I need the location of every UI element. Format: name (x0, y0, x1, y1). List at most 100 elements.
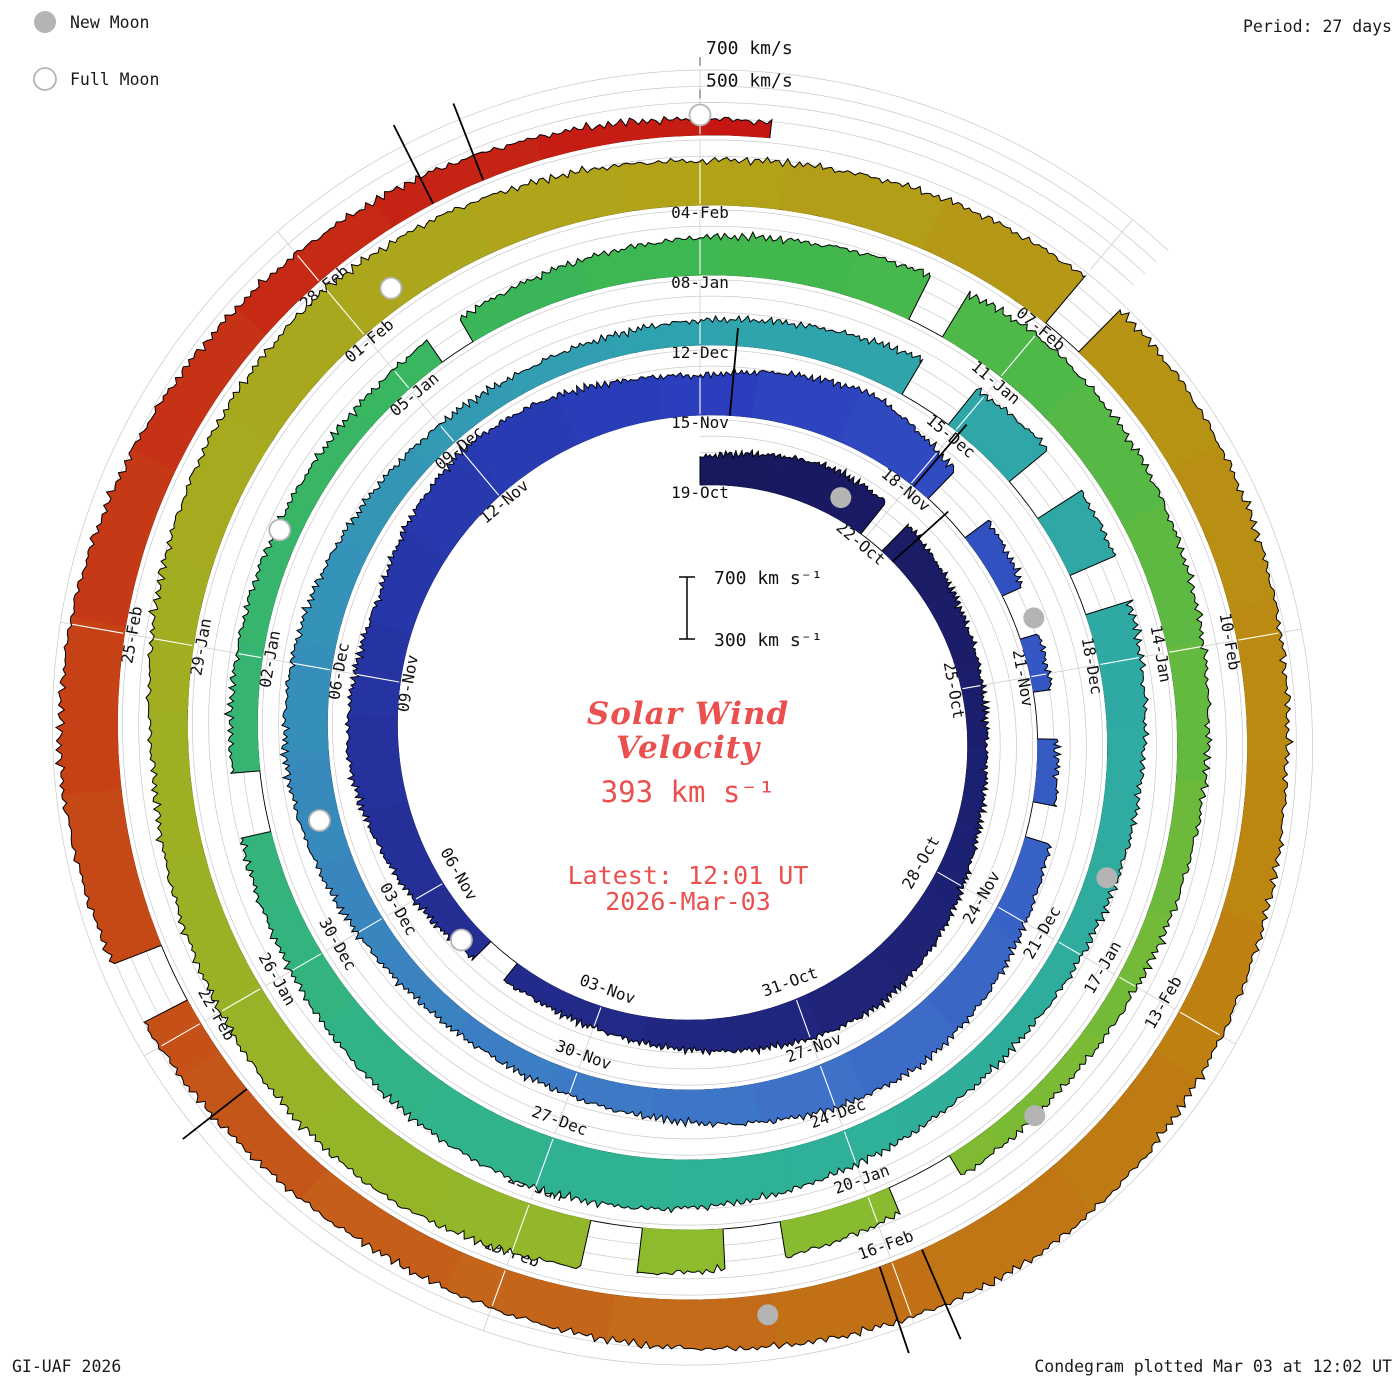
full-moon-marker (308, 809, 331, 832)
band-day-tick (71, 623, 124, 634)
overlay-layer (71, 57, 1279, 1354)
band-day-tick (891, 1263, 912, 1316)
moon-legend: New Moon Full Moon (33, 11, 159, 91)
full-moon-marker (268, 518, 292, 542)
band-day-tick (843, 1131, 857, 1163)
center-annotations: 700 km s⁻¹ 300 km s⁻¹ Solar Wind Velocit… (568, 568, 823, 916)
band-day-tick (535, 1138, 554, 1187)
band-day-tick (415, 883, 443, 900)
date-label: 15-Nov (671, 413, 729, 432)
band-day-tick (153, 638, 193, 647)
data-spike (921, 1249, 962, 1340)
velocity-band-segment (927, 591, 982, 675)
velocity-band-segment (626, 156, 789, 211)
full-moon-marker (379, 276, 403, 300)
band-day-tick (593, 1007, 602, 1027)
scale-bottom-label: 300 km s⁻¹ (714, 630, 822, 651)
velocity-band-segment (55, 616, 126, 795)
velocity-band-segment (280, 638, 336, 755)
velocity-band-segment (660, 1149, 792, 1213)
velocity-band-edge (143, 309, 1294, 1352)
band-day-tick (462, 452, 500, 496)
grid-spiral-700kms (52, 69, 1313, 1366)
full-moon-marker (688, 103, 712, 127)
new-moon-marker (830, 487, 852, 509)
full-moon-icon (33, 67, 57, 91)
new-moon-marker (1023, 607, 1045, 629)
velocity-band-edge (279, 314, 1053, 1129)
band-day-tick (955, 396, 985, 430)
data-spike (913, 424, 968, 487)
velocity-band-segment (470, 162, 633, 253)
latest-time-label: Latest: 12:01 UT (568, 861, 809, 890)
date-label: 04-Feb (671, 203, 729, 222)
new-moon-icon (34, 11, 56, 33)
band-day-tick (867, 1197, 878, 1223)
band-day-tick (394, 371, 410, 389)
velocity-band-edge (344, 365, 955, 961)
full-moon-marker (449, 928, 473, 952)
outer-scale-500-label: 500 km/s (706, 71, 793, 92)
band-day-tick (1058, 941, 1081, 955)
velocity-band-segment (921, 1165, 1092, 1305)
band-day-tick (292, 953, 322, 971)
band-day-tick (795, 999, 811, 1038)
chart-title-line2: Velocity (616, 730, 761, 766)
band-day-tick (491, 1270, 506, 1307)
full-moon-legend-label: Full Moon (70, 70, 159, 89)
band-day-tick (910, 452, 938, 484)
velocity-band-segment (650, 1084, 760, 1128)
velocity-band-layer (54, 115, 1294, 1352)
band-day-tick (997, 906, 1024, 923)
velocity-band-segment (1221, 760, 1289, 926)
data-spike (892, 510, 949, 563)
velocity-band-segment (1096, 724, 1150, 848)
velocity-band-edge (503, 522, 991, 1056)
band-day-tick (1179, 1011, 1220, 1036)
scale-top-label: 700 km s⁻¹ (714, 568, 822, 589)
velocity-band-segment (771, 1249, 946, 1349)
band-day-tick (819, 1065, 836, 1106)
current-velocity-value: 393 km s⁻¹ (601, 775, 776, 809)
velocity-band-edge (699, 448, 886, 535)
moon-marker-layer (268, 103, 1118, 1326)
velocity-band-segment (881, 523, 956, 608)
new-moon-legend-label: New Moon (70, 13, 149, 32)
velocity-band-segment (279, 752, 351, 865)
band-day-tick (1169, 646, 1202, 653)
grid-spoke (1090, 219, 1133, 270)
data-spike (452, 103, 485, 181)
velocity-band-segment (240, 831, 293, 907)
band-day-tick (326, 290, 365, 335)
band-day-tick (297, 255, 320, 281)
band-day-tick (1119, 976, 1136, 987)
new-moon-marker (757, 1304, 779, 1326)
velocity-band-edge (779, 1187, 901, 1259)
velocity-band-segment (344, 714, 408, 811)
velocity-band-edge (239, 599, 1150, 1214)
band-day-tick (1000, 335, 1036, 377)
velocity-band-segment (536, 116, 708, 160)
band-day-tick (161, 1023, 200, 1047)
velocity-band-edge (1037, 489, 1117, 576)
velocity-band-edge (1020, 633, 1053, 693)
velocity-band-segment (842, 250, 931, 320)
band-day-tick (440, 425, 455, 442)
velocity-band-edge (54, 115, 773, 965)
band-day-tick (293, 662, 331, 671)
band-day-tick (356, 673, 400, 683)
band-day-tick (937, 871, 962, 887)
band-day-tick (358, 918, 382, 933)
velocity-band-segment (779, 158, 947, 250)
velocity-band-segment (1037, 489, 1117, 576)
velocity-band-edge (964, 519, 1023, 597)
velocity-band-edge (145, 156, 1087, 1270)
velocity-band-segment (606, 1293, 780, 1352)
data-spike (182, 1088, 248, 1140)
band-day-tick (1100, 657, 1140, 665)
band-day-tick (962, 685, 981, 690)
period-label: Period: 27 days (1243, 17, 1392, 36)
velocity-band-segment (715, 231, 858, 295)
outer-scale-700-label: 700 km/s (706, 38, 793, 59)
